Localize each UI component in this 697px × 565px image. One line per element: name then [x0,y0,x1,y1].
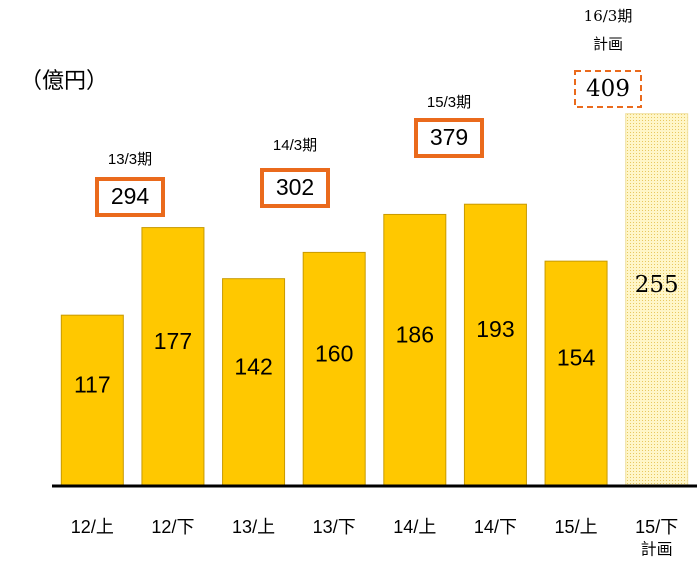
bar-value-label: 255 [635,272,679,298]
bar-value-label: 186 [396,321,434,347]
bar-value-label: 117 [74,372,111,398]
category-note: 計画 [641,540,673,559]
bar-value-label: 154 [557,345,596,371]
x-tick-label: 12/上 [71,517,114,537]
unit-label: （億円） [20,68,108,93]
x-tick-label: 15/上 [555,517,598,537]
bar [141,227,205,487]
annotation-note: 計画 [593,35,623,53]
bar-value-label: 193 [476,316,514,342]
bar-value-label: 177 [154,328,192,354]
annotation-period: 15/3期 [427,94,471,111]
x-tick-label: 14/上 [393,517,436,537]
bar-value-label: 142 [234,353,272,379]
annotation-box [414,118,484,158]
annotation-box [95,177,165,217]
annotation-total: 302 [276,174,314,200]
annotation-box [260,168,330,208]
annotation-total: 409 [586,76,630,102]
bar [60,314,124,487]
bar [222,278,286,487]
x-tick-label: 14/下 [474,517,517,537]
bar [383,213,447,487]
annotation-total: 294 [111,183,150,209]
bar [302,251,366,487]
x-tick-label: 15/下 [635,517,678,537]
annotation-period: 16/3期 [584,7,633,25]
annotation-total: 379 [430,124,468,150]
bar-value-label: 160 [315,340,353,366]
annotation-box [574,70,642,108]
annotation-period: 14/3期 [273,137,317,154]
x-tick-label: 13/下 [313,517,356,537]
bar [463,203,527,487]
x-tick-label: 12/下 [151,517,194,537]
annotation-period: 13/3期 [108,151,152,168]
x-tick-label: 13/上 [232,517,275,537]
bar [544,260,608,487]
bar [625,113,689,487]
